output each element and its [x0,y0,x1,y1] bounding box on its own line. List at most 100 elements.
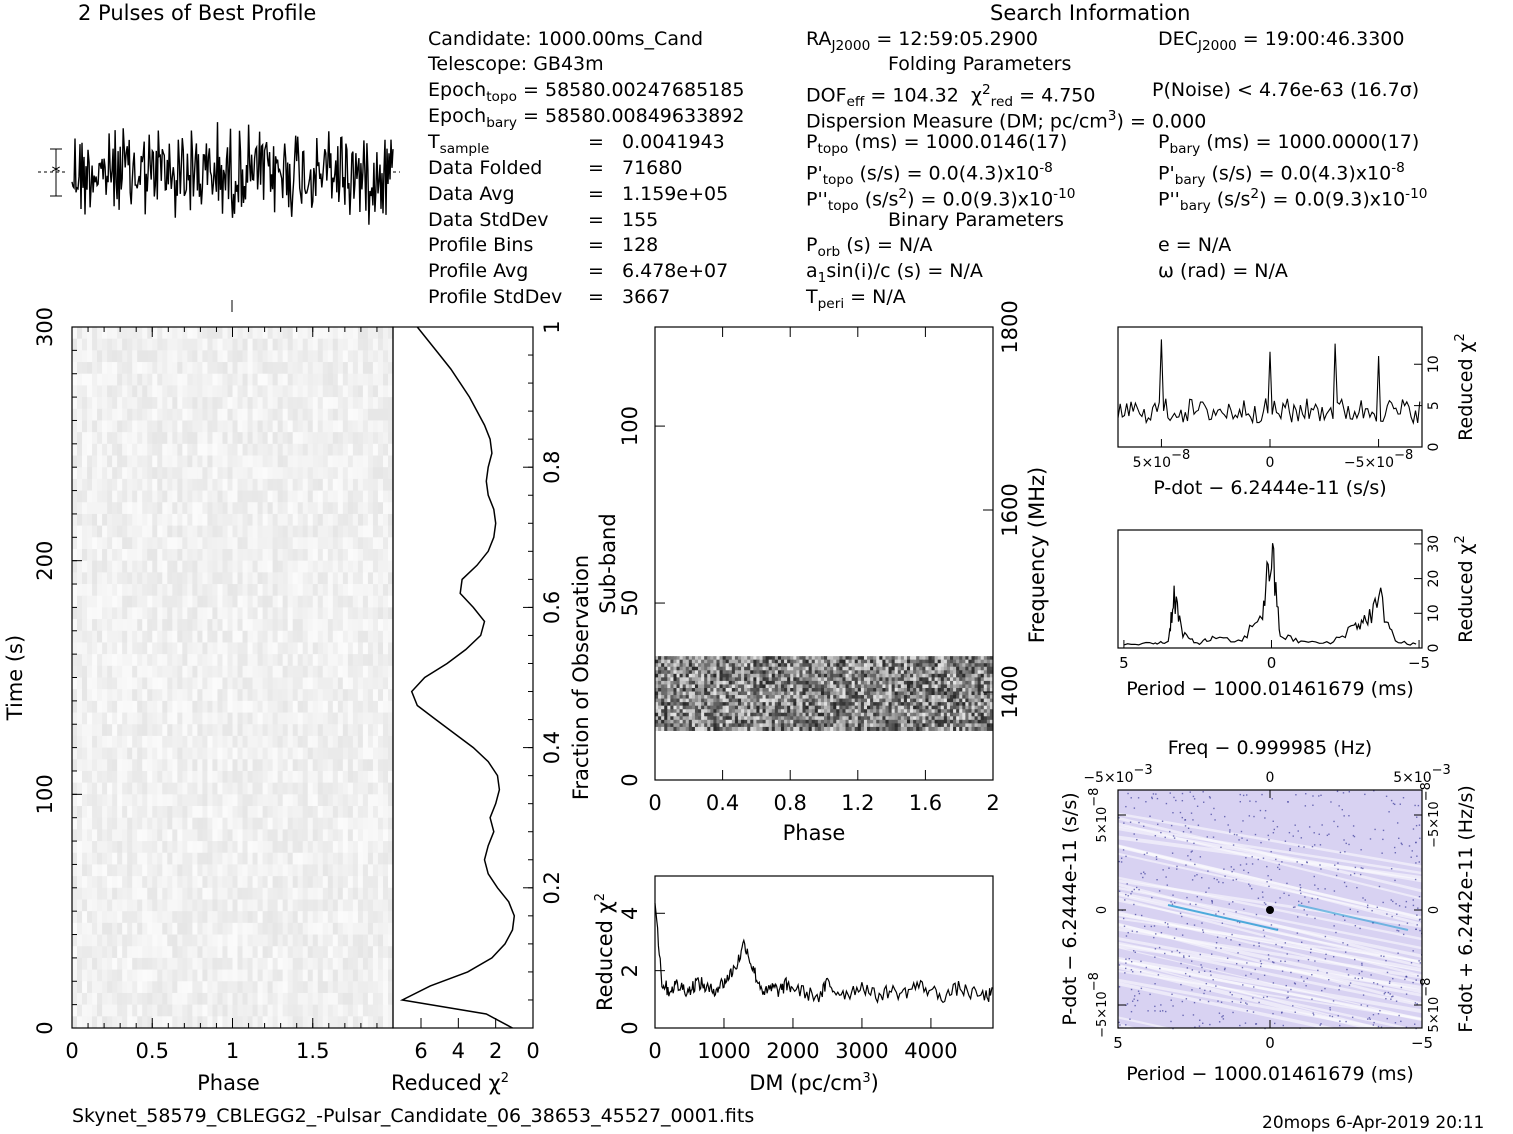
time-phase-cell [212,771,218,783]
time-phase-cell [303,748,309,760]
time-phase-cell [343,911,349,923]
time-phase-cell [243,619,249,631]
subband-cell [741,670,745,674]
time-phase-cell [227,1005,233,1017]
time-phase-cell [308,701,314,713]
subband-cell [670,660,674,664]
time-phase-cell [107,899,113,911]
time-phase-cell [303,456,309,468]
time-phase-cell [97,1016,103,1028]
subband-cell [928,684,932,688]
time-phase-cell [162,748,168,760]
time-phase-cell [268,841,274,853]
time-phase-cell [172,946,178,958]
time-phase-cell [348,374,354,386]
time-phase-cell [157,444,163,456]
subband-cell [922,684,926,688]
subband-cell [953,660,957,664]
time-phase-cell [152,888,158,900]
time-phase-cell [318,350,324,362]
time-phase-cell [293,339,299,351]
time-phase-cell [97,864,103,876]
time-phase-cell [313,432,319,444]
time-phase-cell [162,958,168,970]
time-phase-cell [308,420,314,432]
time-phase-cell [87,397,93,409]
time-phase-cell [353,479,359,491]
time-phase-cell [308,666,314,678]
time-phase-cell [92,946,98,958]
time-phase-cell [288,350,294,362]
time-phase-cell [278,818,284,830]
time-phase-cell [278,1005,284,1017]
subband-cell [879,656,883,660]
subband-cell [698,656,702,660]
subband-cell [938,660,942,664]
time-phase-cell [72,701,78,713]
subband-cell [698,663,702,667]
subband-cell [907,684,911,688]
time-phase-cell [303,935,309,947]
subband-cell [882,681,886,685]
time-phase-cell [253,561,259,573]
time-phase-cell [212,911,218,923]
time-phase-cell [358,654,364,666]
time-phase-cell [102,748,108,760]
time-phase-cell [328,923,334,935]
subband-cell [889,670,893,674]
time-phase-cell [358,561,364,573]
time-phase-cell [152,631,158,643]
time-phase-cell [233,946,239,958]
subband-cell [981,660,985,664]
time-phase-cell [167,981,173,993]
subband-cell [710,667,714,671]
subband-cell [793,663,797,667]
subband-cell [935,684,939,688]
time-phase-cell [273,350,279,362]
time-phase-cell [157,502,163,514]
time-phase-cell [318,362,324,374]
time-phase-cell [152,713,158,725]
subband-cell [873,674,877,678]
time-phase-cell [248,362,254,374]
time-phase-cell [353,362,359,374]
time-phase-cell [127,841,133,853]
time-phase-cell [77,864,83,876]
time-phase-cell [318,888,324,900]
time-phase-cell [373,526,379,538]
time-phase-cell [102,806,108,818]
subband-cell [658,681,662,685]
time-phase-cell [157,397,163,409]
subband-cell [713,670,717,674]
subband-cell [753,667,757,671]
time-phase-cell [378,829,384,841]
time-phase-cell [308,923,314,935]
time-phase-cell [348,678,354,690]
time-phase-cell [243,713,249,725]
time-phase-cell [207,409,213,421]
time-phase-cell [253,759,259,771]
time-phase-cell [273,806,279,818]
time-phase-cell [328,678,334,690]
time-phase-cell [122,420,128,432]
time-phase-cell [182,946,188,958]
time-phase-image [72,327,394,1029]
time-phase-cell [278,619,284,631]
time-phase-cell [263,397,269,409]
time-phase-cell [172,818,178,830]
time-phase-cell [298,841,304,853]
time-phase-cell [318,935,324,947]
time-phase-cell [117,806,123,818]
time-phase-cell [253,444,259,456]
subband-cell [830,677,834,681]
subband-cell [833,684,837,688]
time-phase-cell [102,666,108,678]
time-phase-cell [107,385,113,397]
time-phase-cell [207,666,213,678]
subband-cell [707,660,711,664]
time-phase-cell [92,420,98,432]
time-phase-cell [338,561,344,573]
time-phase-cell [212,642,218,654]
time-phase-cell [373,584,379,596]
time-phase-cell [87,596,93,608]
